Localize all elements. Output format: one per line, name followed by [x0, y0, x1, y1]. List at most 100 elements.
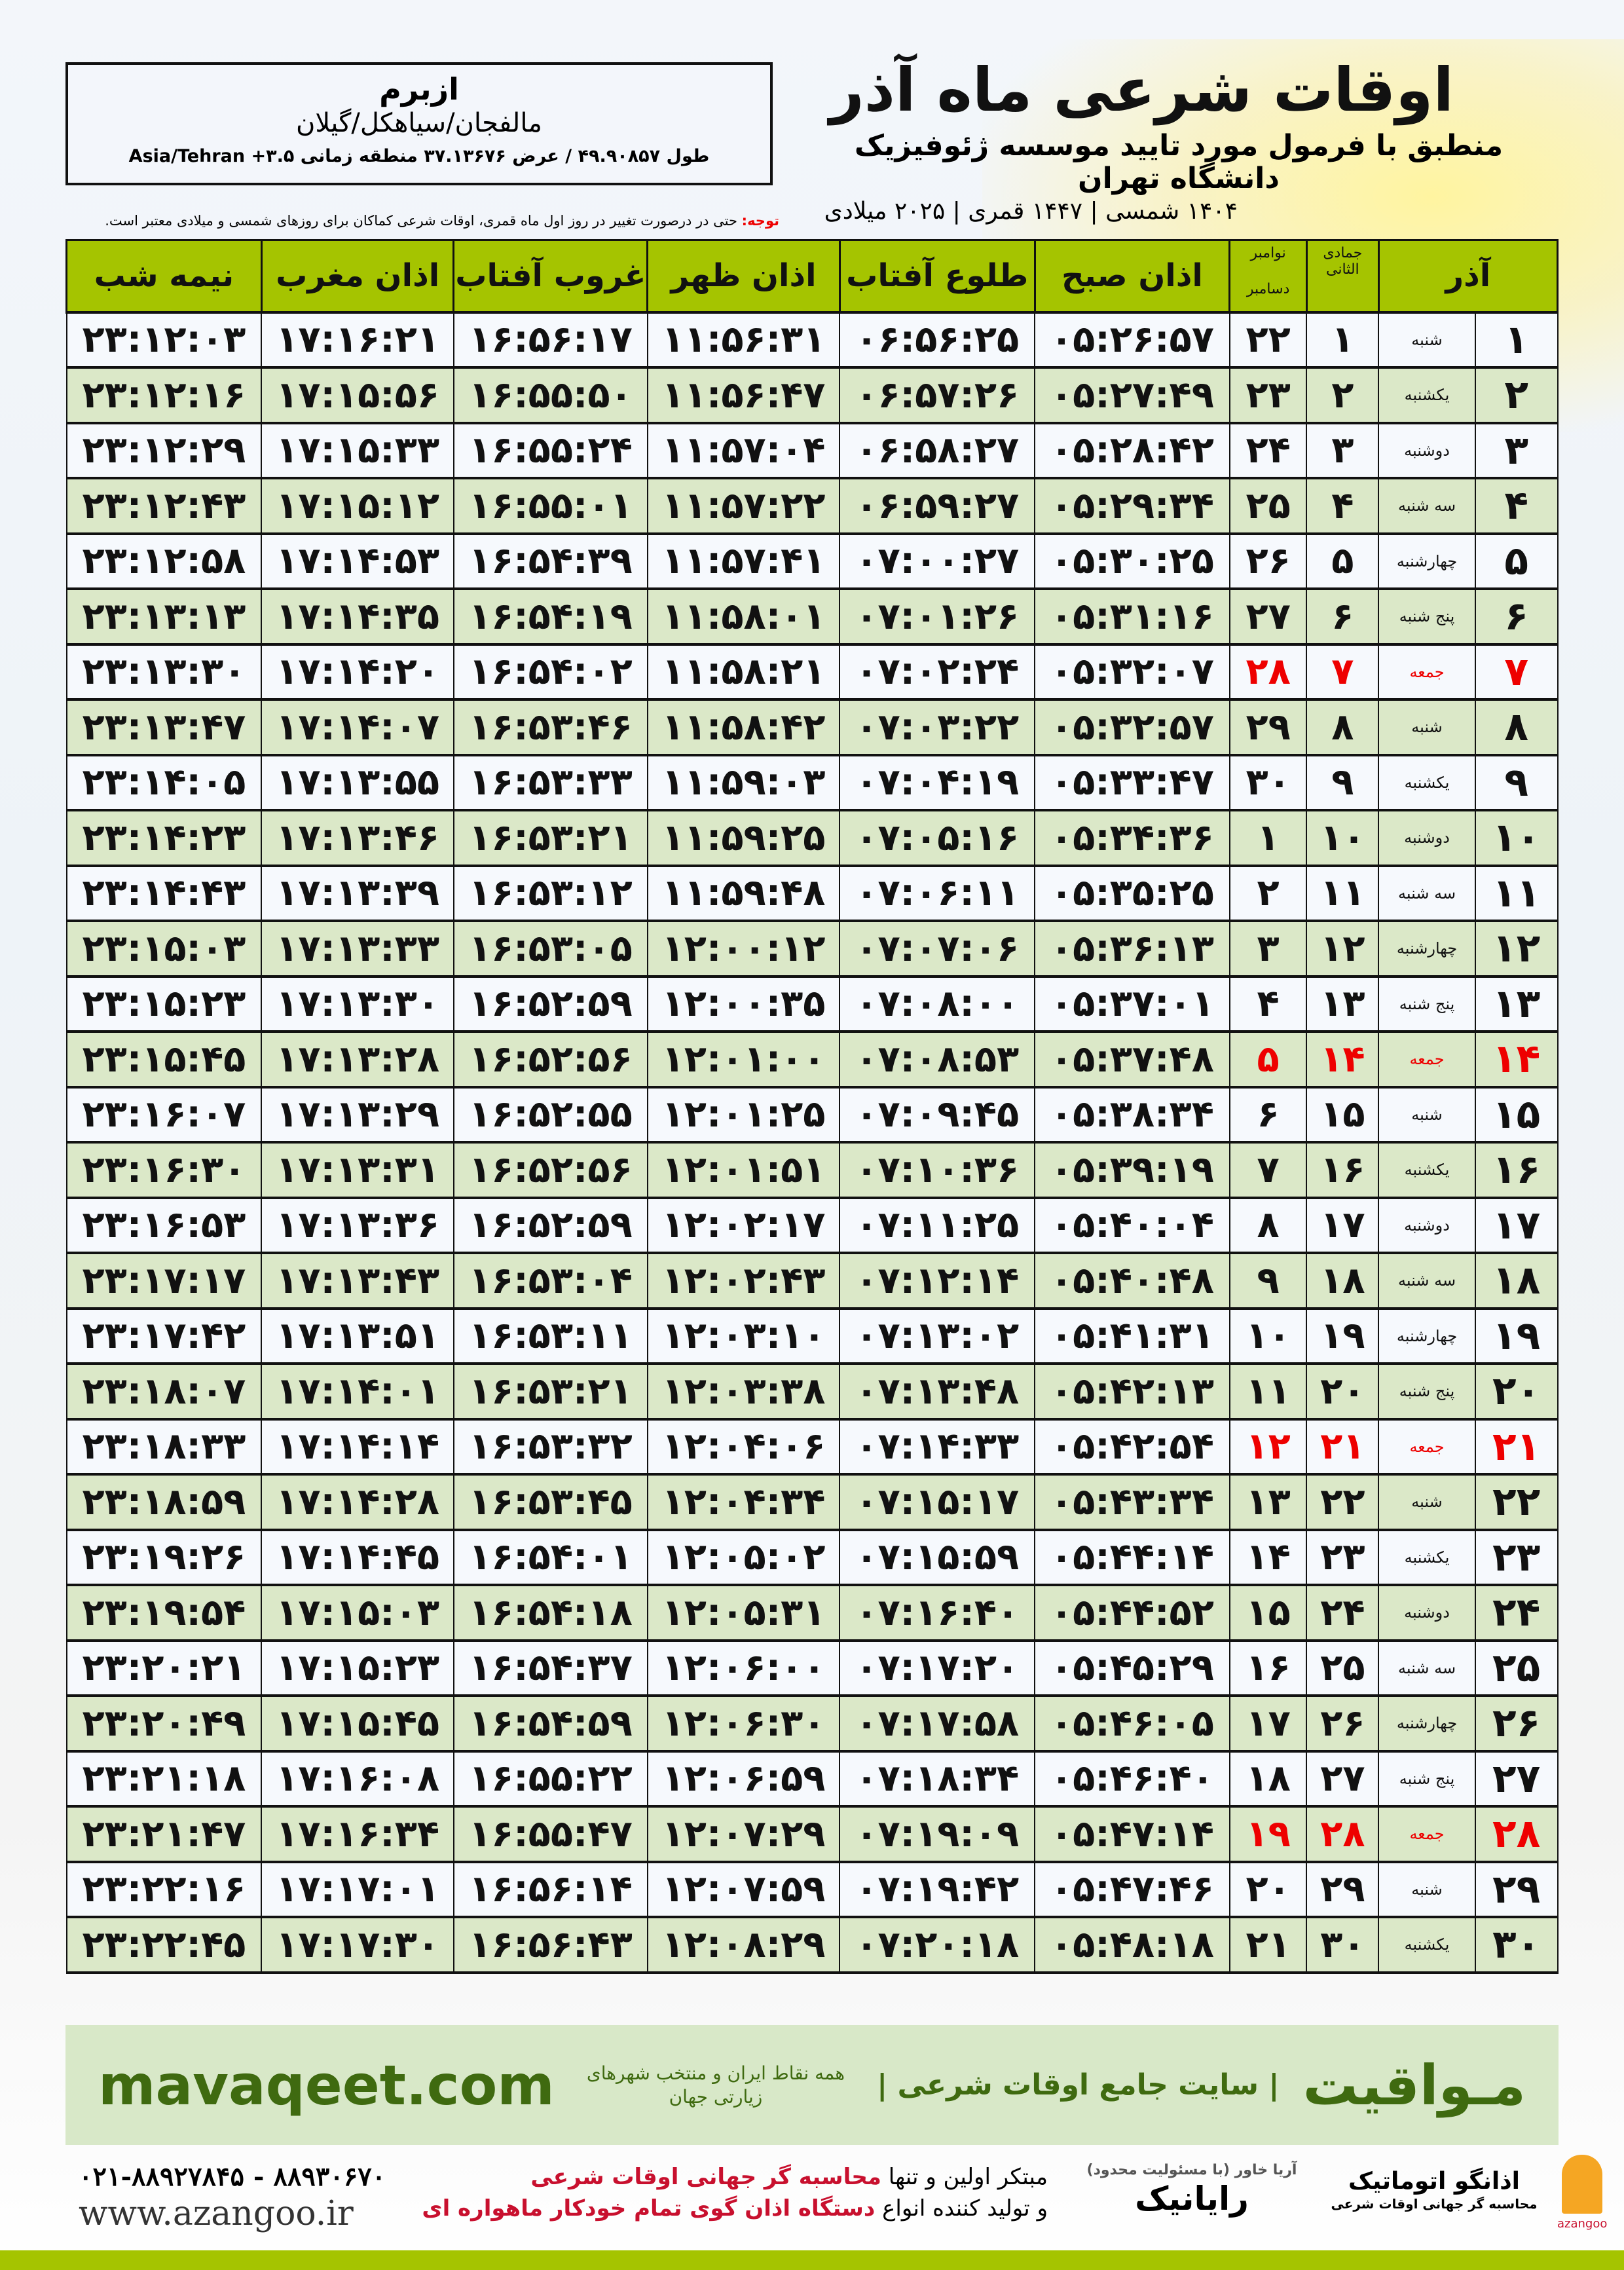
cell-maghrib: ۱۷:۱۴:۵۳	[261, 532, 454, 590]
cell-sobh: ۰۵:۳۷:۰۱	[1034, 975, 1230, 1033]
rayanik-logo: آریا خاور (با مسئولیت محدود) رایانیک	[1080, 2161, 1303, 2218]
cell-tolu: ۰۷:۲۰:۱۸	[839, 1916, 1036, 1974]
cell-hijri: ۴	[1306, 477, 1380, 535]
table-row: ۲۰ پنج شنبه ۲۰ ۱۱ ۰۵:۴۲:۱۳ ۰۷:۱۳:۴۸ ۱۲:۰۳:۳۸ ۱۶…	[65, 1362, 1559, 1421]
cell-ghurub: ۱۶:۵۶:۱۴	[452, 1860, 648, 1918]
cell-sobh: ۰۵:۲۶:۵۷	[1034, 310, 1230, 369]
cell-tolu: ۰۶:۵۶:۲۵	[839, 310, 1036, 369]
cell-nimeh: ۲۳:۱۸:۳۳	[65, 1417, 263, 1476]
cell-zohr: ۱۲:۰۸:۲۹	[646, 1916, 841, 1974]
table-row: ۲۸ جمعه ۲۸ ۱۹ ۰۵:۴۷:۱۴ ۰۷:۱۹:۰۹ ۱۲:۰۷:۲۹ ۱۶:۵۵:…	[65, 1805, 1559, 1863]
cell-ghurub: ۱۶:۵۳:۰۵	[452, 920, 648, 978]
cell-sobh: ۰۵:۳۲:۰۷	[1034, 642, 1230, 701]
cell-hijri: ۳	[1306, 421, 1380, 479]
mavaqeet-logo: مـواقیت	[1302, 2053, 1526, 2117]
cell-hijri: ۵	[1306, 532, 1380, 590]
cell-hijri: ۲۰	[1306, 1362, 1380, 1421]
cell-hijri: ۲۱	[1306, 1417, 1380, 1476]
cell-nimeh: ۲۳:۱۷:۱۷	[65, 1252, 263, 1310]
banner-slogan-secondary: همه نقاط ایران و منتخب شهرهای زیارتی جها…	[586, 2062, 845, 2108]
cell-maghrib: ۱۷:۱۳:۳۱	[261, 1141, 454, 1199]
cell-maghrib: ۱۷:۱۷:۰۱	[261, 1860, 454, 1918]
cell-zohr: ۱۱:۵۹:۴۸	[646, 864, 841, 922]
cell-maghrib: ۱۷:۱۳:۳۳	[261, 920, 454, 978]
cell-gregorian: ۲۷	[1228, 587, 1308, 646]
cell-ghurub: ۱۶:۵۵:۵۰	[452, 366, 648, 424]
cell-day: ۶	[1474, 587, 1559, 646]
cell-zohr: ۱۲:۰۶:۰۰	[646, 1639, 841, 1697]
cell-weekday: سه شنبه	[1378, 477, 1476, 535]
cell-day: ۲۴	[1474, 1584, 1559, 1642]
cell-tolu: ۰۶:۵۹:۲۷	[839, 477, 1036, 535]
cell-weekday: چهارشنبه	[1378, 1307, 1476, 1365]
location-name: ازبرم	[379, 71, 459, 107]
cell-sobh: ۰۵:۳۴:۳۶	[1034, 809, 1230, 867]
table-row: ۱۲ چهارشنبه ۱۲ ۳ ۰۵:۳۶:۱۳ ۰۷:۰۷:۰۶ ۱۲:۰۰:۱۲ ۱۶:…	[65, 920, 1559, 978]
table-row: ۲۱ جمعه ۲۱ ۱۲ ۰۵:۴۲:۵۴ ۰۷:۱۴:۳۳ ۱۲:۰۴:۰۶ ۱۶:۵۳:…	[65, 1417, 1559, 1476]
cell-hijri: ۱۵	[1306, 1085, 1380, 1144]
table-row: ۱۱ سه شنبه ۱۱ ۲ ۰۵:۳۵:۲۵ ۰۷:۰۶:۱۱ ۱۱:۵۹:۴۸ ۱۶:۵…	[65, 864, 1559, 922]
cell-gregorian: ۲۶	[1228, 532, 1308, 590]
cell-day: ۲۹	[1474, 1860, 1559, 1918]
cell-gregorian: ۹	[1228, 1252, 1308, 1310]
cell-tolu: ۰۷:۰۰:۲۷	[839, 532, 1036, 590]
header-nimeh: نیمه شب	[65, 239, 263, 313]
cell-gregorian: ۷	[1228, 1141, 1308, 1199]
cell-gregorian: ۲۴	[1228, 421, 1308, 479]
cell-tolu: ۰۷:۰۳:۲۲	[839, 698, 1036, 756]
note-text: حتی در درصورت تغییر در روز اول ماه قمری،…	[105, 213, 742, 229]
cell-hijri: ۱	[1306, 310, 1380, 369]
cell-hijri: ۲۴	[1306, 1584, 1380, 1642]
cell-sobh: ۰۵:۳۲:۵۷	[1034, 698, 1230, 756]
cell-weekday: یکشنبه	[1378, 1141, 1476, 1199]
cell-tolu: ۰۶:۵۸:۲۷	[839, 421, 1036, 479]
cell-gregorian: ۲۵	[1228, 477, 1308, 535]
cell-tolu: ۰۷:۱۶:۴۰	[839, 1584, 1036, 1642]
cell-zohr: ۱۲:۰۳:۳۸	[646, 1362, 841, 1421]
table-row: ۱۶ یکشنبه ۱۶ ۷ ۰۵:۳۹:۱۹ ۰۷:۱۰:۳۶ ۱۲:۰۱:۵۱ ۱۶:۵۲…	[65, 1141, 1559, 1199]
cell-zohr: ۱۱:۵۶:۳۱	[646, 310, 841, 369]
cell-zohr: ۱۱:۵۷:۰۴	[646, 421, 841, 479]
phone-numbers: ۰۲۱-۸۸۹۲۷۸۴۵ - ۸۸۹۳۰۶۷۰	[79, 2161, 386, 2192]
cell-tolu: ۰۷:۱۱:۲۵	[839, 1196, 1036, 1254]
cell-weekday: شنبه	[1378, 1860, 1476, 1918]
cell-gregorian: ۱۳	[1228, 1473, 1308, 1531]
cell-day: ۳۰	[1474, 1916, 1559, 1974]
cell-maghrib: ۱۷:۱۵:۰۳	[261, 1584, 454, 1642]
cell-zohr: ۱۱:۵۸:۴۲	[646, 698, 841, 756]
cell-maghrib: ۱۷:۱۴:۱۴	[261, 1417, 454, 1476]
cell-weekday: شنبه	[1378, 310, 1476, 369]
cell-zohr: ۱۱:۵۷:۲۲	[646, 477, 841, 535]
cell-maghrib: ۱۷:۱۳:۴۶	[261, 809, 454, 867]
cell-sobh: ۰۵:۳۶:۱۳	[1034, 920, 1230, 978]
cell-maghrib: ۱۷:۱۳:۲۹	[261, 1085, 454, 1144]
table-row: ۱۴ جمعه ۱۴ ۵ ۰۵:۳۷:۴۸ ۰۷:۰۸:۵۳ ۱۲:۰۱:۰۰ ۱۶:۵۲:۵…	[65, 1030, 1559, 1088]
cell-zohr: ۱۲:۰۵:۰۲	[646, 1528, 841, 1586]
table-row: ۳ دوشنبه ۳ ۲۴ ۰۵:۲۸:۴۲ ۰۶:۵۸:۲۷ ۱۱:۵۷:۰۴ ۱۶:۵۵:…	[65, 421, 1559, 479]
cell-nimeh: ۲۳:۱۶:۰۷	[65, 1085, 263, 1144]
cell-maghrib: ۱۷:۱۶:۳۴	[261, 1805, 454, 1863]
header-sobh: اذان صبح	[1033, 239, 1231, 313]
cell-sobh: ۰۵:۴۰:۰۴	[1034, 1196, 1230, 1254]
cell-nimeh: ۲۳:۱۲:۵۸	[65, 532, 263, 590]
cell-day: ۸	[1474, 698, 1559, 756]
banner-slogan: | سایت جامع اوقات شرعی |	[877, 2068, 1280, 2102]
cell-hijri: ۱۹	[1306, 1307, 1380, 1365]
header-tolu: طلوع آفتاب	[838, 239, 1036, 313]
cell-maghrib: ۱۷:۱۴:۰۱	[261, 1362, 454, 1421]
cell-weekday: جمعه	[1378, 642, 1476, 701]
azangoo-link[interactable]: www.azangoo.ir	[79, 2194, 354, 2233]
cell-nimeh: ۲۳:۲۱:۱۸	[65, 1749, 263, 1808]
cell-nimeh: ۲۳:۲۱:۴۷	[65, 1805, 263, 1863]
cell-hijri: ۲۷	[1306, 1749, 1380, 1808]
cell-weekday: سه شنبه	[1378, 864, 1476, 922]
cell-day: ۱۹	[1474, 1307, 1559, 1365]
mavaqeet-link[interactable]: mavaqeet.com	[98, 2053, 555, 2117]
cell-day: ۲۸	[1474, 1805, 1559, 1863]
cell-maghrib: ۱۷:۱۵:۲۳	[261, 1639, 454, 1697]
cell-hijri: ۲۸	[1306, 1805, 1380, 1863]
cell-day: ۲۳	[1474, 1528, 1559, 1586]
cell-sobh: ۰۵:۴۴:۱۴	[1034, 1528, 1230, 1586]
cell-nimeh: ۲۳:۱۶:۵۳	[65, 1196, 263, 1254]
cell-nimeh: ۲۳:۱۴:۰۵	[65, 753, 263, 811]
